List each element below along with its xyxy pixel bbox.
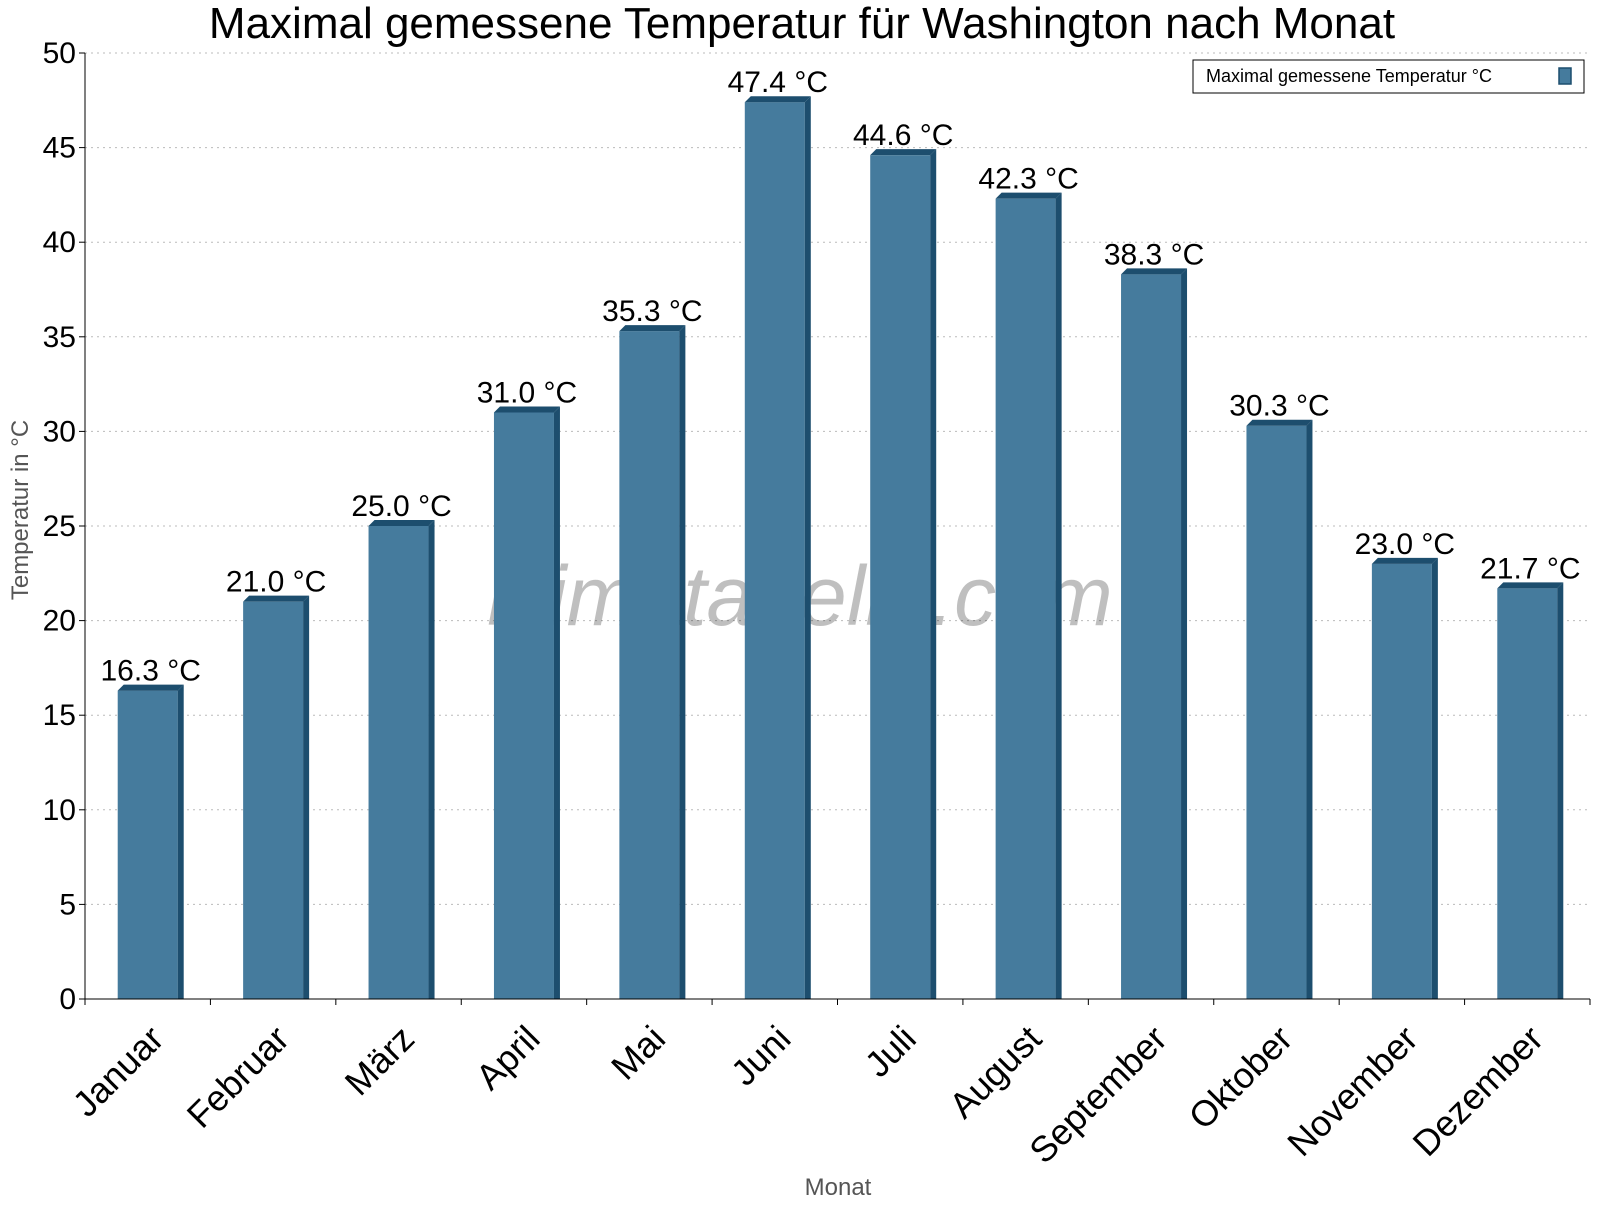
bar-top-face bbox=[1121, 268, 1188, 275]
y-tick-label: 0 bbox=[59, 983, 76, 1016]
bar bbox=[1121, 274, 1182, 999]
bar-top-face bbox=[368, 520, 435, 526]
y-tick-label: 15 bbox=[43, 699, 76, 732]
value-label: 38.3 °C bbox=[1104, 238, 1204, 271]
x-tick-label: Januar bbox=[65, 1018, 172, 1125]
bars bbox=[117, 96, 1564, 1000]
y-tick-label: 5 bbox=[59, 888, 76, 921]
y-tick-label: 25 bbox=[43, 510, 76, 543]
bar bbox=[1371, 563, 1432, 999]
x-tick-label: Mai bbox=[603, 1018, 673, 1088]
bar bbox=[1497, 588, 1558, 999]
x-tick-label: März bbox=[337, 1018, 423, 1104]
bar-top-face bbox=[1246, 419, 1313, 426]
bar-side-face bbox=[553, 406, 560, 1000]
value-label: 16.3 °C bbox=[101, 655, 201, 688]
value-label: 44.6 °C bbox=[853, 119, 953, 152]
value-labels: 16.3 °C 21.0 °C 25.0 °C 31.0 °C 35.3 °C 47.4 … bbox=[101, 66, 1581, 687]
bar-top-face bbox=[117, 684, 184, 691]
bar-side-face bbox=[1306, 419, 1313, 999]
bar bbox=[493, 412, 554, 1000]
y-tick-label: 20 bbox=[43, 605, 76, 638]
bar-side-face bbox=[177, 684, 184, 999]
legend-box bbox=[1192, 59, 1585, 94]
value-label: 23.0 °C bbox=[1355, 528, 1455, 561]
bar-top-face bbox=[493, 406, 560, 413]
bar-top-face bbox=[1371, 557, 1438, 564]
x-tick-label: August bbox=[941, 1018, 1049, 1126]
y-tick-label: 40 bbox=[43, 226, 76, 259]
value-label: 47.4 °C bbox=[728, 66, 828, 99]
bar-side-face bbox=[428, 520, 435, 999]
bar-top-face bbox=[1497, 582, 1564, 589]
bar bbox=[995, 198, 1056, 999]
x-tick-label: April bbox=[468, 1018, 548, 1098]
bar bbox=[243, 601, 304, 999]
bar-top-face bbox=[995, 192, 1062, 199]
x-tick-label: Juli bbox=[857, 1018, 924, 1085]
bar-side-face bbox=[1055, 192, 1062, 999]
y-tick-label: 30 bbox=[43, 415, 76, 448]
x-tick-label: September bbox=[1021, 1018, 1175, 1172]
bar-top-face bbox=[619, 325, 686, 332]
legend-swatch bbox=[1558, 67, 1572, 85]
x-tick-label: Dezember bbox=[1405, 1018, 1551, 1164]
x-axis-title: Monat bbox=[805, 1174, 872, 1200]
value-label: 21.7 °C bbox=[1480, 552, 1580, 585]
value-label: 25.0 °C bbox=[351, 490, 451, 523]
bar bbox=[117, 690, 178, 999]
chart-title: Maximal gemessene Temperatur für Washing… bbox=[209, 0, 1395, 48]
legend-label: Maximal gemessene Temperatur °C bbox=[1206, 66, 1492, 86]
bar bbox=[619, 331, 680, 999]
value-label: 30.3 °C bbox=[1229, 390, 1329, 423]
bar bbox=[870, 155, 931, 1000]
bar-top-face bbox=[744, 96, 811, 103]
bar-side-face bbox=[930, 149, 937, 1000]
value-label: 35.3 °C bbox=[602, 295, 702, 328]
x-tick-label: November bbox=[1279, 1018, 1425, 1164]
x-tick-label: Juni bbox=[723, 1018, 799, 1094]
bar-top-face bbox=[870, 149, 937, 156]
y-tick-label: 10 bbox=[43, 794, 76, 827]
bar-side-face bbox=[1181, 268, 1188, 999]
value-label: 31.0 °C bbox=[477, 376, 577, 409]
value-label: 42.3 °C bbox=[978, 163, 1078, 196]
bar-side-face bbox=[1557, 582, 1564, 999]
y-axis-title: Temperatur in °C bbox=[7, 420, 34, 600]
y-tick-label: 50 bbox=[43, 37, 76, 70]
bar bbox=[744, 102, 805, 999]
bar-top-face bbox=[243, 595, 310, 602]
bar bbox=[1246, 425, 1307, 999]
value-label: 21.0 °C bbox=[226, 566, 326, 599]
x-tick-label: Februar bbox=[179, 1018, 297, 1136]
x-tick-label: Oktober bbox=[1181, 1018, 1301, 1138]
y-tick-label: 35 bbox=[43, 321, 76, 354]
y-tick-label: 45 bbox=[43, 132, 76, 165]
bar-side-face bbox=[679, 325, 686, 999]
gridlines bbox=[85, 52, 1590, 905]
legend: Maximal gemessene Temperatur °C bbox=[1192, 59, 1585, 94]
bar-side-face bbox=[1431, 557, 1438, 999]
bar-side-face bbox=[804, 96, 811, 999]
bar bbox=[368, 526, 429, 999]
bar-side-face bbox=[303, 595, 310, 999]
